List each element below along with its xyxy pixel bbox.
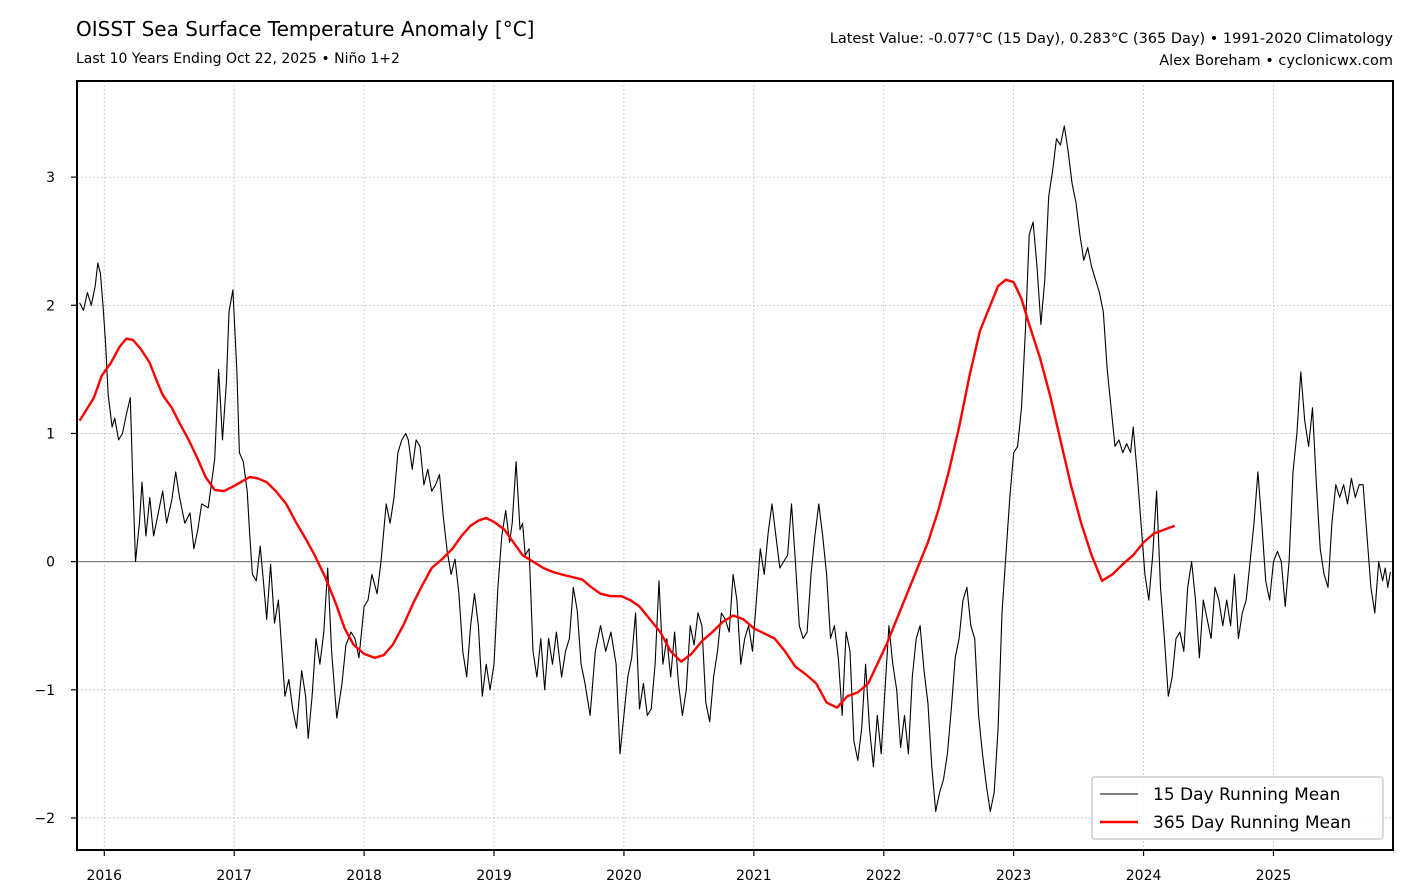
chart-title: OISST Sea Surface Temperature Anomaly [°… <box>76 17 535 41</box>
grid-layer <box>77 81 1393 850</box>
y-tick-label: 0 <box>46 555 55 571</box>
credit-text: Alex Boreham • cyclonicwx.com <box>1159 53 1393 69</box>
latest-value-text: Latest Value: -0.077°C (15 Day), 0.283°C… <box>829 31 1393 47</box>
x-tick-label: 2016 <box>86 868 122 884</box>
x-tick-label: 2017 <box>216 868 252 884</box>
x-tick-label: 2021 <box>736 868 772 884</box>
series-layer <box>78 125 1391 813</box>
x-tick-label: 2022 <box>866 868 902 884</box>
tick-layer: 2016 2017 2018 2019 2020 2021 2022 2023 2024 2025… <box>34 170 1291 884</box>
y-tick-label: −1 <box>34 683 55 699</box>
y-tick-label: −2 <box>34 811 55 827</box>
chart-subtitle: Last 10 Years Ending Oct 22, 2025 • Niño… <box>76 51 400 67</box>
plot-frame <box>76 80 1394 851</box>
legend: 15 Day Running Mean 365 Day Running Mean <box>1091 776 1384 840</box>
chart-info: Latest Value: -0.077°C (15 Day), 0.283°C… <box>830 28 1393 72</box>
x-tick-label: 2023 <box>996 868 1032 884</box>
legend-label: 365 Day Running Mean <box>1153 813 1351 833</box>
x-tick-label: 2020 <box>606 868 642 884</box>
x-tick-label: 2025 <box>1256 868 1292 884</box>
legend-box <box>1091 776 1384 840</box>
y-tick-label: 2 <box>46 298 55 314</box>
y-tick-label: 3 <box>46 170 55 186</box>
x-tick-label: 2019 <box>476 868 512 884</box>
x-tick-label: 2018 <box>346 868 382 884</box>
series-line-1 <box>79 125 1391 813</box>
x-tick-label: 2024 <box>1126 868 1162 884</box>
y-tick-label: 1 <box>46 426 55 442</box>
series-line-2 <box>78 278 1176 709</box>
legend-label: 15 Day Running Mean <box>1153 785 1340 805</box>
